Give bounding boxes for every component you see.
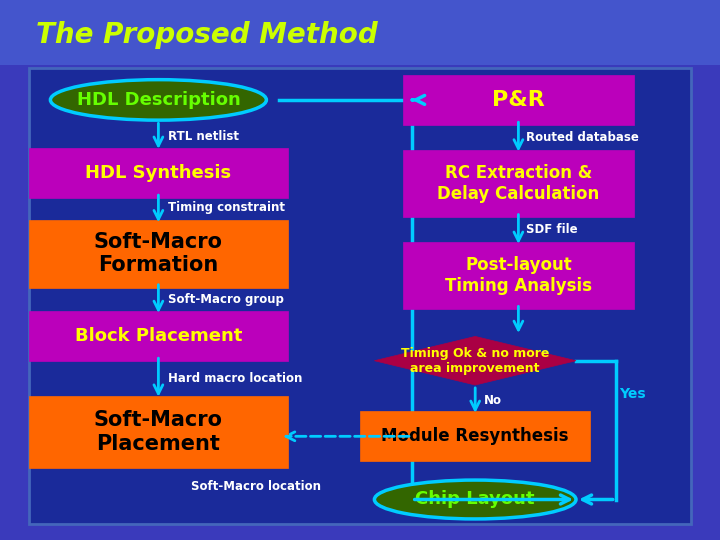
- FancyBboxPatch shape: [0, 0, 720, 65]
- Text: RC Extraction &
Delay Calculation: RC Extraction & Delay Calculation: [437, 164, 600, 203]
- Text: Post-layout
Timing Analysis: Post-layout Timing Analysis: [445, 256, 592, 295]
- Text: Hard macro location: Hard macro location: [168, 372, 302, 384]
- Text: HDL Synthesis: HDL Synthesis: [86, 164, 231, 182]
- FancyBboxPatch shape: [29, 395, 288, 468]
- FancyBboxPatch shape: [29, 68, 691, 524]
- Text: The Proposed Method: The Proposed Method: [36, 21, 378, 49]
- Polygon shape: [374, 336, 576, 385]
- Text: Routed database: Routed database: [526, 131, 639, 144]
- Text: Module Resynthesis: Module Resynthesis: [382, 427, 569, 446]
- Text: Soft-Macro location: Soft-Macro location: [191, 480, 320, 492]
- Text: SDF file: SDF file: [526, 223, 577, 236]
- Text: Soft-Macro
Formation: Soft-Macro Formation: [94, 232, 223, 275]
- Text: Soft-Macro
Placement: Soft-Macro Placement: [94, 410, 223, 454]
- Text: RTL netlist: RTL netlist: [168, 130, 239, 143]
- FancyBboxPatch shape: [403, 241, 634, 309]
- Text: Timing constraint: Timing constraint: [168, 201, 285, 214]
- FancyBboxPatch shape: [29, 220, 288, 287]
- Text: P&R: P&R: [492, 90, 545, 110]
- FancyBboxPatch shape: [29, 148, 288, 198]
- FancyBboxPatch shape: [403, 75, 634, 125]
- FancyBboxPatch shape: [29, 311, 288, 361]
- Text: Soft-Macro group: Soft-Macro group: [168, 293, 284, 306]
- Text: Timing Ok & no more
area improvement: Timing Ok & no more area improvement: [401, 347, 549, 375]
- FancyBboxPatch shape: [360, 411, 590, 461]
- FancyBboxPatch shape: [403, 150, 634, 217]
- Text: HDL Description: HDL Description: [76, 91, 240, 109]
- Ellipse shape: [50, 80, 266, 120]
- Text: Yes: Yes: [619, 387, 646, 401]
- Text: Block Placement: Block Placement: [75, 327, 242, 345]
- Ellipse shape: [374, 480, 576, 519]
- Text: Chip Layout: Chip Layout: [415, 490, 535, 509]
- Text: No: No: [484, 394, 502, 407]
